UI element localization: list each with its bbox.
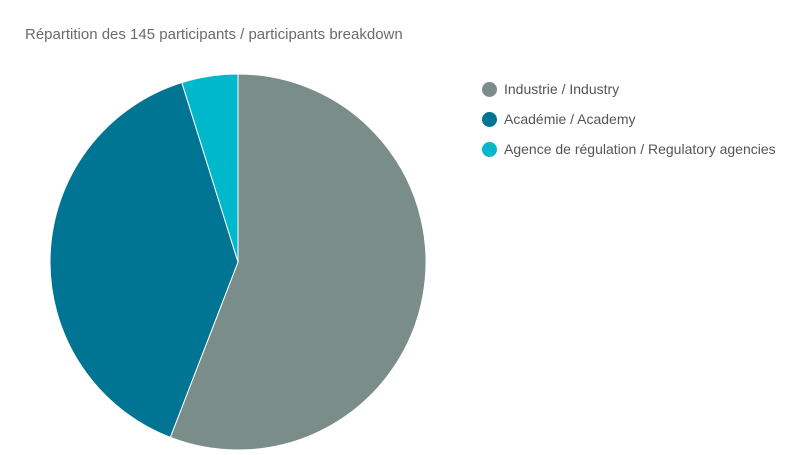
legend: Industrie / Industry Académie / Academy Ag… (482, 74, 776, 164)
chart-title: Répartition des 145 participants / parti… (25, 26, 403, 43)
legend-label: Académie / Academy (504, 111, 636, 127)
pie-slice-1[interactable] (169, 73, 427, 451)
legend-item-3[interactable]: Agence de régulation / Regulatory agenci… (482, 134, 776, 164)
legend-swatch-icon (482, 111, 497, 127)
legend-label: Industrie / Industry (504, 81, 620, 97)
pie-slice-2[interactable] (49, 81, 239, 439)
legend-item-2[interactable]: Académie / Academy (482, 104, 776, 134)
legend-label: Agence de régulation / Regulatory agenci… (504, 141, 776, 157)
legend-swatch-icon (482, 141, 497, 157)
pie-svg (49, 73, 427, 451)
pie-slice-3[interactable] (181, 73, 239, 263)
pie-chart (49, 73, 427, 451)
legend-swatch-icon (482, 81, 497, 97)
legend-item-1[interactable]: Industrie / Industry (482, 74, 776, 104)
